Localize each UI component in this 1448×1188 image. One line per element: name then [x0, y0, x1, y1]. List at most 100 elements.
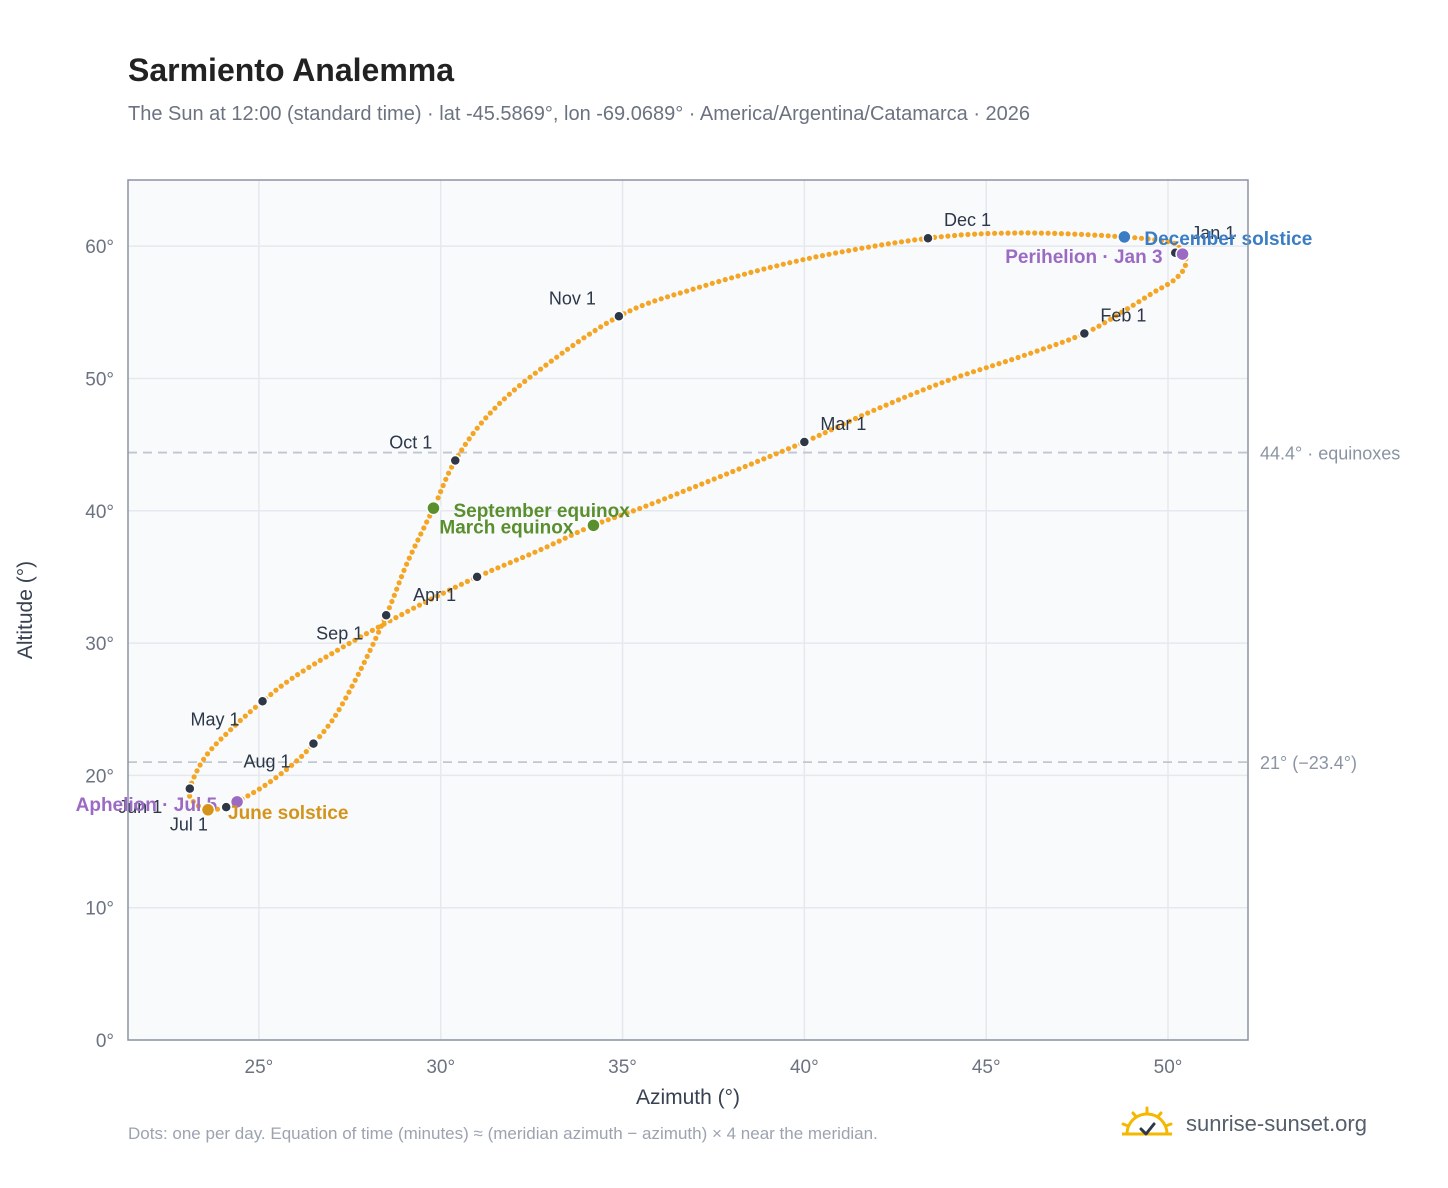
day-dot [559, 350, 565, 356]
reference-line-label: 44.4° · equinoxes [1260, 444, 1400, 464]
day-dot [592, 327, 598, 334]
day-dot [664, 294, 671, 300]
day-dot [877, 405, 883, 411]
plot-frame [127, 179, 1249, 1041]
day-dot [742, 463, 748, 470]
day-dot [872, 243, 878, 249]
day-dot [1040, 346, 1046, 352]
day-dot [464, 578, 470, 585]
day-dot [262, 782, 268, 789]
day-dot [323, 654, 329, 660]
day-dot [194, 768, 200, 774]
day-dot [840, 421, 847, 427]
month-marker-dot [922, 232, 934, 244]
y-tick-label: 50° [85, 369, 114, 390]
day-dot [828, 427, 834, 433]
day-dot [767, 453, 773, 459]
day-dot [780, 261, 786, 267]
day-dot [346, 689, 352, 695]
day-dot [729, 275, 735, 281]
day-dot [964, 371, 970, 377]
day-dot [643, 503, 649, 509]
day-dot [507, 560, 513, 566]
day-dot [717, 473, 724, 480]
day-dot [483, 570, 489, 576]
day-dot [722, 277, 728, 283]
day-dot [655, 498, 662, 504]
axis-ticks: 25° 30° 35° 40° 45° 50° 0° 10° 20° 30° 40° 50° 60° [85, 237, 1182, 1078]
month-marker-label: Jun 1 [118, 797, 162, 817]
day-dot [1066, 337, 1072, 343]
day-dot [268, 691, 274, 698]
day-dot [905, 238, 911, 244]
day-dot [1152, 237, 1158, 243]
event-marker-dot [1175, 246, 1190, 262]
day-dot [520, 554, 526, 561]
month-marker-dot [798, 436, 811, 448]
day-dot [605, 517, 611, 523]
day-dot [223, 731, 229, 738]
brand-logo[interactable]: sunrise-sunset.org [1120, 1102, 1367, 1146]
day-dot [329, 718, 335, 724]
day-dot [1170, 278, 1176, 284]
month-marker-label: Aug 1 [243, 752, 290, 772]
day-dot [550, 541, 556, 547]
day-dot [945, 377, 951, 383]
day-dot [800, 257, 806, 263]
day-dot [404, 561, 410, 567]
day-dot [1130, 302, 1136, 308]
day-dot [920, 387, 926, 393]
day-dot [267, 779, 274, 785]
day-dot [440, 590, 446, 596]
day-dot [352, 637, 358, 643]
plot-area [128, 180, 1248, 1040]
day-dot [970, 369, 977, 375]
day-dot [1065, 231, 1071, 237]
reference-line-label: 21° (−23.4°) [1260, 753, 1357, 773]
day-dot [421, 525, 427, 531]
day-dot [755, 458, 761, 464]
day-dot [998, 230, 1004, 236]
x-tick-label: 25° [245, 1057, 274, 1078]
day-dot [443, 476, 449, 482]
day-dot [532, 370, 538, 376]
day-dot [232, 722, 238, 728]
day-dot [1119, 309, 1125, 315]
month-markers: Jan 1 Feb 1 Mar 1 Apr 1 May 1 Jun 1 Jul 1 Aug 1… [118, 210, 1235, 834]
day-dot [1052, 230, 1058, 236]
day-dot [228, 727, 234, 733]
day-dot [630, 508, 637, 514]
day-dot [376, 629, 382, 635]
day-dot [699, 481, 705, 487]
day-dot [1009, 357, 1015, 363]
day-dot [409, 549, 415, 555]
day-dot [434, 593, 440, 599]
y-tick-label: 60° [85, 237, 114, 258]
day-dot [680, 488, 686, 494]
day-dot [1021, 352, 1027, 358]
day-dot [449, 464, 455, 470]
day-dot [945, 233, 951, 239]
day-dot [810, 435, 816, 441]
month-marker-label: Nov 1 [549, 288, 596, 308]
day-dot [852, 415, 859, 422]
day-dot [1085, 232, 1091, 238]
day-dot [1102, 320, 1108, 326]
day-dot [358, 634, 364, 640]
day-dot [568, 532, 574, 538]
day-dot [705, 478, 711, 485]
day-dot [1028, 350, 1034, 356]
day-dot [386, 605, 392, 611]
day-dot [197, 762, 203, 768]
day-dot [303, 749, 309, 755]
month-marker-dot [471, 571, 483, 583]
day-dot [424, 519, 430, 525]
day-dot [495, 565, 501, 571]
month-marker-label: Jul 1 [170, 815, 208, 835]
day-dot [516, 383, 523, 389]
day-dot [247, 709, 253, 715]
day-dot [492, 405, 498, 411]
day-dot [333, 712, 339, 718]
day-dot [839, 249, 845, 255]
